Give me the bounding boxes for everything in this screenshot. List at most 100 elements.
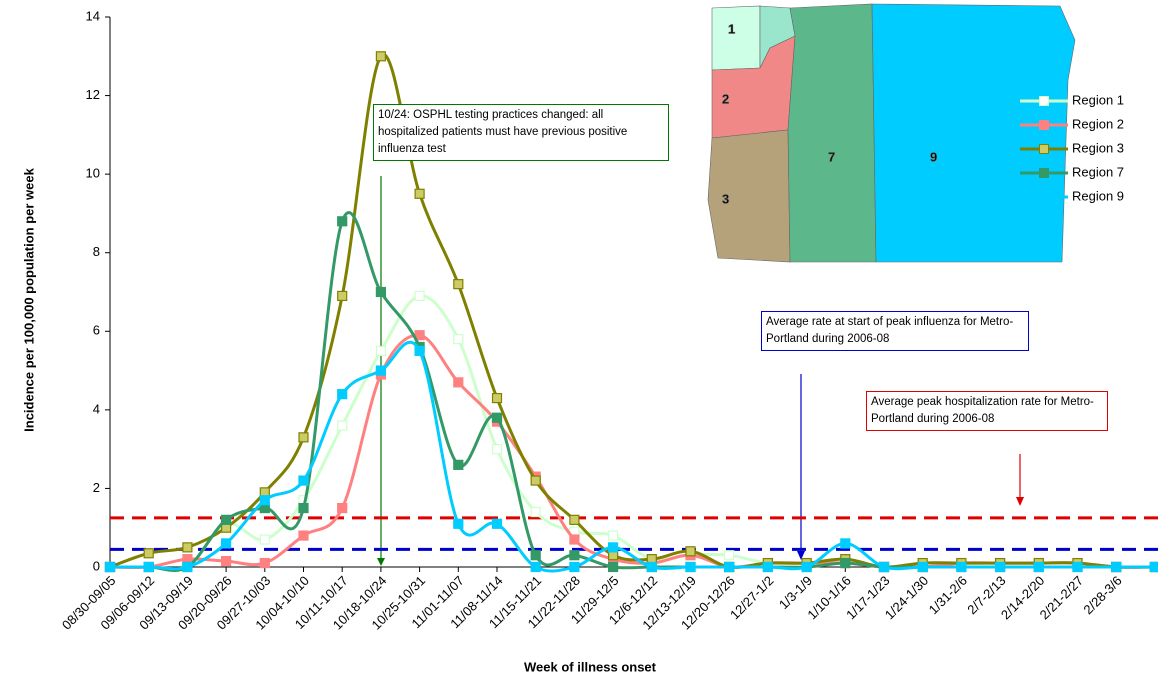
data-point	[143, 561, 154, 573]
data-point	[1033, 561, 1044, 573]
data-point	[917, 561, 928, 573]
map-label: 7	[828, 149, 835, 164]
map-label: 3	[722, 191, 729, 206]
data-point	[607, 542, 619, 553]
legend-marker	[1039, 168, 1049, 178]
data-point	[182, 561, 193, 573]
data-point	[143, 548, 154, 559]
data-point	[840, 557, 851, 569]
series-line	[109, 333, 1155, 570]
data-point	[337, 216, 348, 227]
data-point	[259, 557, 270, 569]
map: 1 2 7 9 3	[707, 3, 1076, 263]
data-point	[491, 444, 503, 455]
data-point	[337, 389, 348, 400]
x-tick-label: 1/31-2/6	[926, 573, 970, 617]
arrow-head	[797, 551, 805, 560]
y-tick-label: 4	[93, 401, 100, 416]
data-point	[724, 550, 735, 561]
data-point	[453, 377, 464, 388]
map-label: 2	[722, 91, 729, 106]
data-point	[414, 290, 425, 302]
data-point	[1072, 561, 1083, 573]
legend-marker	[1039, 192, 1049, 202]
data-point	[375, 365, 386, 376]
data-point	[298, 502, 309, 514]
data-point	[1111, 561, 1122, 573]
reference-label: Average peak hospitalization rate for Me…	[866, 391, 1108, 431]
data-point	[685, 561, 696, 573]
data-point	[530, 475, 541, 486]
legend-label: Region 9	[1072, 188, 1124, 203]
x-tick-label: 2/28-3/6	[1080, 573, 1124, 617]
data-point	[530, 506, 541, 518]
legend-label: Region 7	[1072, 164, 1124, 179]
legend-marker	[1039, 120, 1049, 130]
data-point	[724, 561, 735, 573]
data-point	[569, 561, 580, 573]
data-point	[453, 334, 464, 345]
data-point	[994, 561, 1006, 573]
data-point	[259, 534, 270, 545]
y-tick-label: 14	[86, 8, 100, 23]
legend-marker	[1039, 96, 1049, 106]
data-point	[453, 279, 464, 290]
data-point	[298, 475, 309, 486]
data-point	[878, 561, 890, 573]
y-tick-label: 10	[86, 166, 100, 181]
data-point	[801, 561, 812, 573]
data-point	[453, 518, 464, 529]
data-point	[414, 345, 425, 357]
reference-label: Average rate at start of peak influenza …	[761, 311, 1029, 351]
arrow-head	[1016, 497, 1024, 506]
y-tick-label: 6	[93, 323, 100, 338]
data-point	[956, 561, 967, 573]
annotation: 10/24: OSPHL testing practices changed: …	[373, 104, 669, 161]
legend-marker	[1039, 144, 1049, 154]
map-region	[711, 5, 761, 71]
legend-label: Region 2	[1072, 116, 1124, 131]
data-point	[221, 538, 232, 549]
data-point	[221, 514, 232, 525]
y-tick-label: 8	[93, 244, 100, 259]
data-point	[569, 534, 580, 545]
data-point	[298, 432, 309, 443]
map-region	[707, 129, 791, 263]
data-point	[375, 286, 386, 298]
data-point	[337, 502, 348, 514]
data-point	[840, 538, 851, 549]
map-label: 1	[728, 21, 735, 36]
data-point	[375, 51, 386, 62]
data-point	[491, 518, 503, 529]
data-point	[646, 561, 657, 573]
data-point	[491, 392, 503, 404]
arrow-head	[377, 558, 385, 566]
data-point	[221, 556, 232, 567]
data-point	[453, 459, 464, 470]
data-point	[104, 561, 116, 573]
data-point	[1149, 561, 1158, 573]
data-point	[491, 412, 503, 423]
map-region	[787, 3, 877, 263]
data-point	[182, 542, 193, 553]
y-axis-title: Incidence per 100,000 population per wee…	[21, 167, 36, 431]
map-region	[871, 3, 1076, 263]
data-point	[569, 514, 580, 525]
data-point	[337, 420, 348, 431]
map-label: 9	[930, 149, 937, 164]
data-point	[298, 530, 309, 541]
data-point	[530, 561, 541, 573]
data-point	[685, 546, 696, 557]
legend-label: Region 1	[1072, 92, 1124, 107]
data-point	[337, 290, 348, 302]
data-point	[762, 561, 774, 573]
data-point	[569, 550, 580, 561]
legend-label: Region 3	[1072, 140, 1124, 155]
data-point	[530, 550, 541, 561]
y-tick-label: 2	[93, 480, 100, 495]
data-point	[414, 188, 425, 199]
data-point	[607, 561, 619, 573]
y-tick-label: 0	[93, 558, 100, 573]
